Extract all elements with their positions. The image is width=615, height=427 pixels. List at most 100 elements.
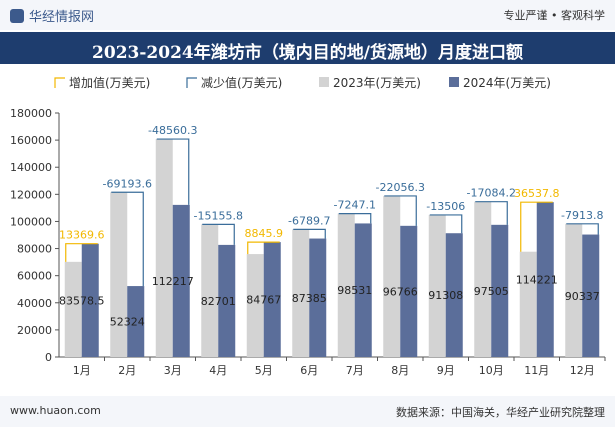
value-label-2024: 114221 xyxy=(516,274,558,287)
y-tick-label: 40000 xyxy=(17,297,52,310)
footer: www.huaon.com 数据来源：中国海关，华经产业研究院整理 xyxy=(0,396,615,427)
legend-label-2: 2023年(万美元) xyxy=(333,76,421,90)
x-tick-label: 4月 xyxy=(209,364,227,377)
x-tick-label: 12月 xyxy=(570,364,595,377)
bar-2023 xyxy=(428,214,446,357)
decrease-bracket xyxy=(202,223,235,245)
change-label: -7913.8 xyxy=(561,209,603,222)
change-label: 13369.6 xyxy=(59,229,105,242)
footer-url: www.huaon.com xyxy=(10,404,101,417)
y-tick-label: 80000 xyxy=(17,243,52,256)
x-tick-label: 6月 xyxy=(300,364,318,377)
top-bar: 华经情报网 专业严谨 • 客观科学 xyxy=(0,0,615,30)
bar-2023 xyxy=(292,229,310,357)
decrease-bracket xyxy=(384,195,417,226)
y-tick-label: 60000 xyxy=(17,270,52,283)
y-tick-label: 100000 xyxy=(10,215,52,228)
y-tick-label: 160000 xyxy=(10,134,52,147)
change-label: -17084.2 xyxy=(467,187,516,200)
y-tick-label: 180000 xyxy=(10,107,52,120)
brand-logo-icon xyxy=(10,9,24,23)
change-label: 36537.8 xyxy=(514,187,560,200)
chart: 增加值(万美元) 减少值(万美元) 2023年(万美元) 2024年(万美元) 0 200… xyxy=(10,75,606,377)
decrease-bracket xyxy=(293,228,326,239)
x-tick-label: 7月 xyxy=(346,364,364,377)
value-label-2024: 52324 xyxy=(110,316,145,329)
bar-2023 xyxy=(64,261,82,357)
legend-label-0: 增加值(万美元) xyxy=(69,75,150,90)
x-tick-label: 9月 xyxy=(437,364,455,377)
x-tick-label: 8月 xyxy=(391,364,409,377)
value-label-2024: 82701 xyxy=(201,295,236,308)
bar-2024 xyxy=(582,234,600,357)
value-label-2024: 112217 xyxy=(152,275,194,288)
bar-2023 xyxy=(474,201,492,357)
x-tick-label: 10月 xyxy=(479,364,504,377)
bar-2023 xyxy=(201,224,219,357)
y-tick-label: 20000 xyxy=(17,324,52,337)
bar-2024 xyxy=(127,286,145,357)
y-tick-label: 140000 xyxy=(10,161,52,174)
change-label: -7247.1 xyxy=(334,199,376,212)
change-label: 8845.9 xyxy=(245,227,284,240)
bar-2023 xyxy=(383,195,401,357)
x-tick-label: 3月 xyxy=(164,364,182,377)
x-tick-label: 2月 xyxy=(118,364,136,377)
y-tick-label: 0 xyxy=(45,351,52,364)
change-label: -6789.7 xyxy=(288,214,330,227)
x-tick-label: 1月 xyxy=(73,364,91,377)
value-label-2024: 84767 xyxy=(246,294,281,307)
increase-bracket xyxy=(247,241,280,255)
bar-2024 xyxy=(354,223,372,357)
legend-label-1: 减少值(万美元) xyxy=(201,75,282,90)
decrease-bracket xyxy=(338,213,372,224)
change-label: -48560.3 xyxy=(148,124,197,137)
value-label-2024: 83578.5 xyxy=(59,294,105,307)
bar-2024 xyxy=(172,204,190,357)
bar-2024 xyxy=(491,224,509,357)
decrease-bracket xyxy=(156,138,190,205)
increase-bracket xyxy=(65,243,98,262)
change-label: -22056.3 xyxy=(376,181,425,194)
value-label-2024: 98531 xyxy=(337,284,372,297)
bar-2024 xyxy=(218,244,236,357)
brand: 华经情报网 xyxy=(10,6,94,25)
change-label: -69193.6 xyxy=(103,177,152,190)
title-bar: 2023-2024年潍坊市（境内目的地/货源地）月度进口额 xyxy=(0,32,615,64)
bar-2023 xyxy=(110,192,128,357)
x-tick-label: 11月 xyxy=(524,364,549,377)
bar-2024 xyxy=(536,202,554,357)
bar-2024 xyxy=(445,233,463,357)
decrease-bracket xyxy=(429,214,463,234)
bar-2024 xyxy=(263,242,281,357)
decrease-bracket xyxy=(566,223,599,235)
y-tick-label: 120000 xyxy=(10,188,52,201)
increase-bracket xyxy=(520,201,553,252)
bar-2024 xyxy=(81,243,99,357)
bar-2023 xyxy=(155,139,173,357)
legend-swatch-0 xyxy=(54,77,65,88)
value-label-2024: 90337 xyxy=(565,290,600,303)
value-label-2024: 97505 xyxy=(474,285,509,298)
value-label-2024: 87385 xyxy=(292,292,327,305)
brand-name: 华经情报网 xyxy=(29,10,95,25)
bar-2023 xyxy=(519,251,537,357)
legend-swatch-3 xyxy=(449,77,459,87)
bar-2023 xyxy=(565,223,583,357)
decrease-bracket xyxy=(111,191,144,287)
bar-2023 xyxy=(246,254,264,357)
x-tick-label: 5月 xyxy=(255,364,273,377)
value-label-2024: 96766 xyxy=(383,285,418,298)
footer-source: 数据来源：中国海关，华经产业研究院整理 xyxy=(396,406,605,419)
change-label: -15155.8 xyxy=(194,209,243,222)
chart-title: 2023-2024年潍坊市（境内目的地/货源地）月度进口额 xyxy=(92,43,523,63)
legend-label-3: 2024年(万美元) xyxy=(463,76,551,90)
bar-2024 xyxy=(309,238,327,357)
decrease-bracket xyxy=(475,201,508,225)
tagline: 专业严谨 • 客观科学 xyxy=(503,9,605,22)
change-label: -13506 xyxy=(426,200,465,213)
legend-swatch-2 xyxy=(319,77,329,87)
bar-2023 xyxy=(337,213,355,357)
bar-2024 xyxy=(400,225,418,357)
legend-swatch-1 xyxy=(186,77,197,88)
